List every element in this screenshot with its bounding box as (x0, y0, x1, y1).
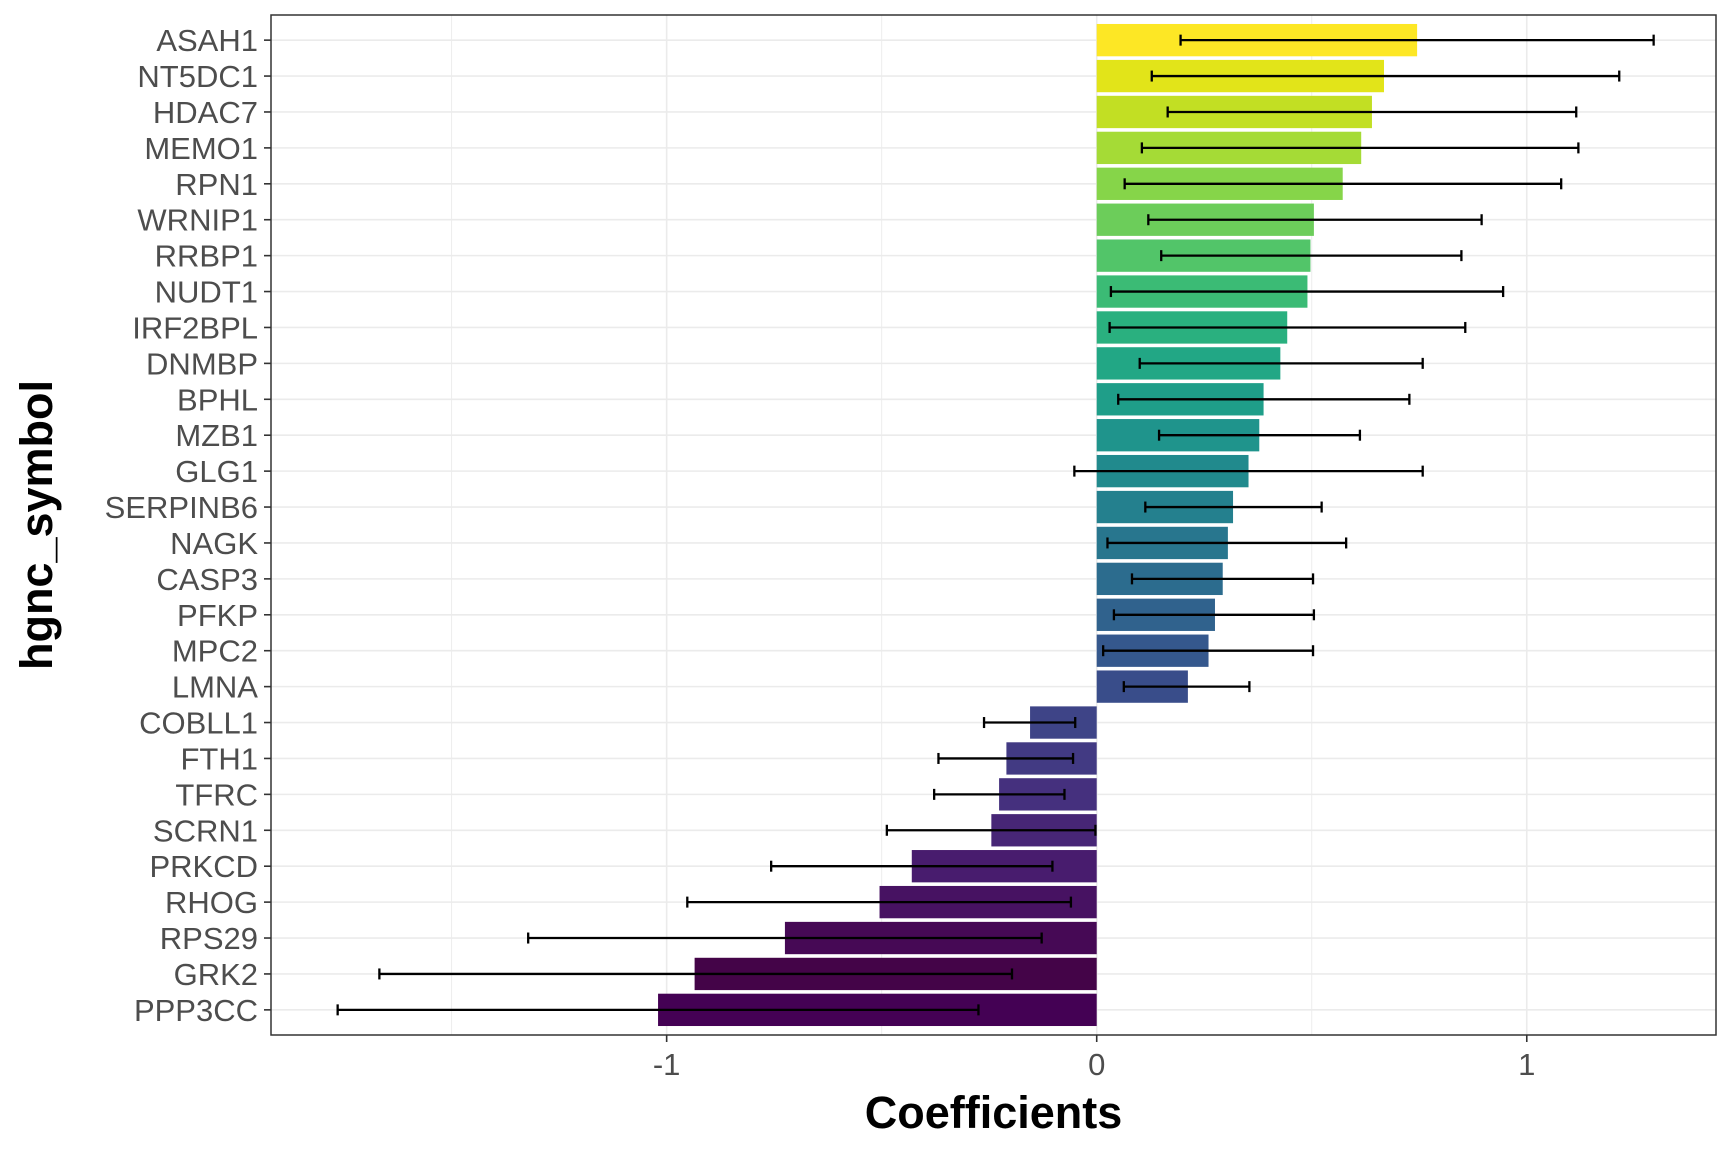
y-tick-label: BPHL (177, 382, 258, 417)
y-tick-label: CASP3 (156, 562, 258, 597)
error-bar-hdac7 (1166, 106, 1578, 118)
x-axis: -1 0 1 (653, 1035, 1535, 1082)
x-tick-label: -1 (653, 1047, 681, 1082)
x-axis-title: Coefficients (865, 1087, 1123, 1138)
error-bar-bphl (1117, 393, 1411, 405)
y-axis: ASAH1NT5DC1HDAC7MEMO1RPN1WRNIP1RRBP1NUDT… (105, 23, 271, 1028)
y-tick-label: HDAC7 (153, 95, 258, 130)
error-bar-lmna (1122, 681, 1251, 693)
x-tick-label: 0 (1088, 1047, 1105, 1082)
error-bar-nt5dc1 (1150, 70, 1621, 82)
y-tick-label: WRNIP1 (137, 203, 258, 238)
error-bar-fth1 (937, 752, 1075, 764)
y-tick-label: NT5DC1 (137, 59, 258, 94)
error-bar-tfrc (933, 788, 1066, 800)
y-tick-label: SERPINB6 (105, 490, 258, 525)
error-bar-irf2bpl (1108, 321, 1467, 333)
y-tick-label: MPC2 (172, 634, 258, 669)
error-bar-nagk (1106, 537, 1348, 549)
y-tick-label: GRK2 (174, 957, 258, 992)
y-tick-label: RPN1 (175, 167, 258, 202)
error-bar-ppp3cc (336, 1004, 980, 1016)
error-bar-grk2 (378, 968, 1014, 980)
error-bar-prkcd (770, 860, 1054, 872)
y-tick-label: PPP3CC (134, 993, 258, 1028)
y-tick-label: RHOG (165, 885, 258, 920)
error-bar-scrn1 (885, 824, 1097, 836)
error-bar-glg1 (1073, 465, 1424, 477)
y-tick-label: SCRN1 (153, 813, 258, 848)
error-bar-nudt1 (1109, 286, 1505, 298)
error-bar-serpinb6 (1144, 501, 1323, 513)
x-tick-label: 1 (1518, 1047, 1535, 1082)
error-bar-asah1 (1179, 34, 1655, 46)
error-bar-cobll1 (982, 717, 1077, 729)
y-tick-label: MEMO1 (144, 131, 258, 166)
error-bar-rhog (686, 896, 1073, 908)
y-axis-title: hgnc_symbol (11, 380, 62, 670)
panel-border (270, 14, 1717, 1036)
error-bar-rrbp1 (1160, 250, 1463, 262)
error-bar-casp3 (1130, 573, 1315, 585)
y-tick-label: IRF2BPL (132, 310, 258, 345)
error-bar-rpn1 (1123, 178, 1563, 190)
error-bar-wrnip1 (1147, 214, 1483, 226)
y-tick-label: GLG1 (175, 454, 258, 489)
y-tick-label: NUDT1 (155, 275, 258, 310)
y-tick-label: COBLL1 (139, 706, 258, 741)
y-tick-label: PFKP (177, 598, 258, 633)
y-tick-label: LMNA (172, 670, 258, 705)
y-tick-label: DNMBP (146, 346, 258, 381)
error-bar-pfkp (1112, 609, 1316, 621)
y-tick-label: RPS29 (160, 921, 258, 956)
error-bar-dnmbp (1138, 357, 1424, 369)
error-bar-memo1 (1140, 142, 1580, 154)
y-tick-label: ASAH1 (156, 23, 258, 58)
error-bar-mpc2 (1102, 645, 1315, 657)
error-bar-mzb1 (1157, 429, 1362, 441)
y-tick-label: TFRC (175, 777, 258, 812)
y-tick-label: RRBP1 (155, 239, 258, 274)
y-tick-label: NAGK (170, 526, 258, 561)
error-bars (336, 34, 1655, 1016)
y-tick-label: MZB1 (175, 418, 258, 453)
y-tick-label: PRKCD (149, 849, 258, 884)
y-tick-label: FTH1 (181, 741, 259, 776)
error-bar-rps29 (527, 932, 1043, 944)
